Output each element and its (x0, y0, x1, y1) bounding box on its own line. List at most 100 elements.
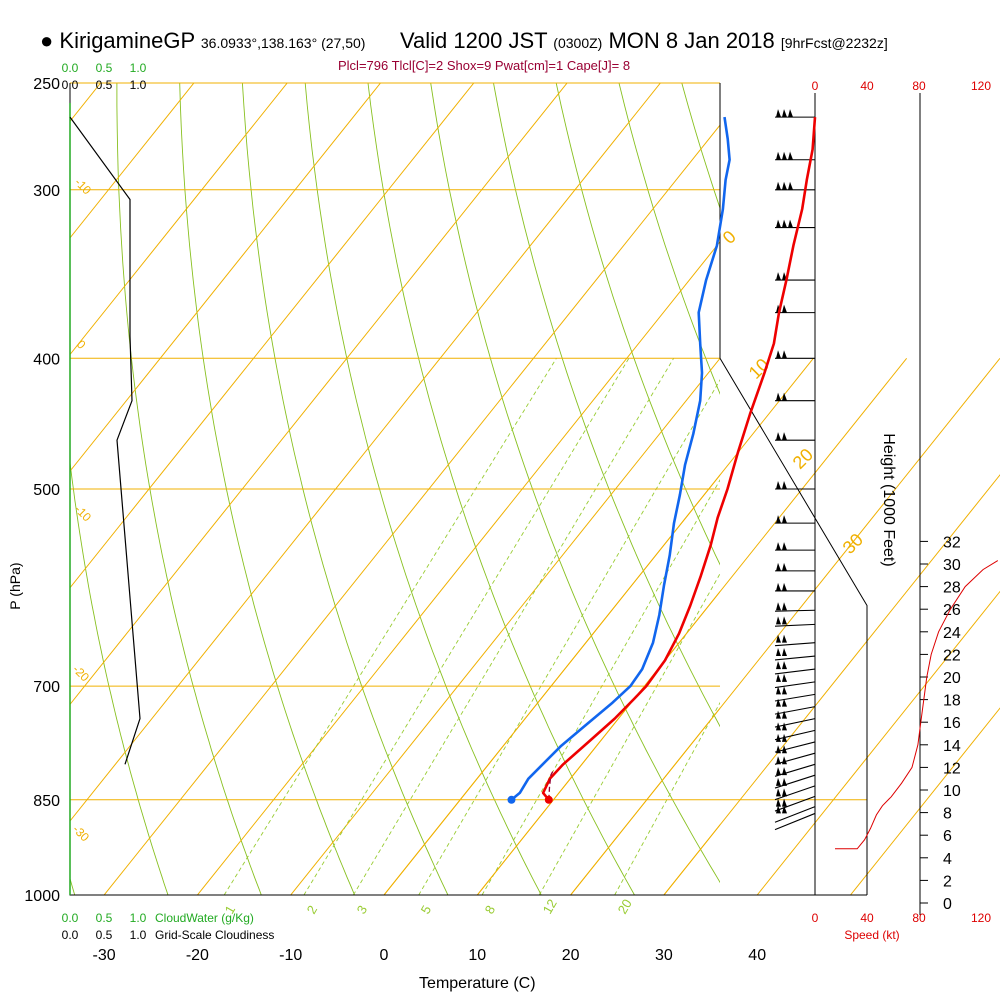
dry-adiabat (807, 83, 1000, 895)
isotherm-label: 0 (719, 227, 740, 248)
wind-barb (775, 109, 815, 118)
mixing-ratio-line (223, 358, 557, 895)
temperature-tick-label: 20 (562, 947, 580, 964)
isotherm-label-left: 0 (74, 337, 89, 352)
cloudwater-scale-top: 0.5 (96, 61, 113, 75)
height-tick-label: 18 (943, 693, 961, 710)
forecast-info: [9hrFcst@2232z] (780, 35, 888, 51)
isotherm (0, 83, 7, 895)
wind-barb (775, 272, 815, 281)
temperature-tick-label: 0 (380, 947, 389, 964)
surface-dewpoint-point (507, 795, 516, 804)
isotherm-extension (570, 357, 1000, 896)
mixing-ratio-label: 8 (482, 903, 499, 917)
x-axis-title: Temperature (C) (419, 975, 535, 992)
mixing-ratio-label: 12 (540, 896, 560, 916)
height-tick-label: 12 (943, 760, 961, 777)
wind-barb (774, 733, 816, 753)
station-name: KirigamineGP (59, 28, 195, 53)
dry-adiabat (367, 83, 635, 895)
height-tick-label: 4 (943, 851, 952, 868)
cloudiness-scale-bottom: 1.0 (130, 928, 147, 942)
cloudiness-scale-bottom: 0.0 (62, 928, 79, 942)
wind-barb (775, 515, 815, 524)
height-tick-label: 30 (943, 557, 961, 574)
wind-barb (775, 219, 815, 229)
sounding-traces (507, 116, 817, 804)
header-title: ● KirigamineGP 36.0933°,138.163° (27,50) (40, 28, 365, 54)
wind-barb (775, 151, 815, 161)
wind-barb (775, 392, 815, 402)
temperature-tick-label: -20 (186, 947, 209, 964)
isotherm-extension (476, 357, 908, 896)
isotherm (70, 83, 288, 356)
dry-adiabat (179, 83, 356, 895)
cloudiness-label: Grid-Scale Cloudiness (155, 928, 274, 942)
wind-barb (774, 661, 816, 675)
pressure-tick-label: 700 (33, 679, 60, 696)
temperature-line (541, 117, 817, 801)
mixing-ratio-line (481, 479, 720, 895)
wind-barb (775, 181, 815, 191)
pressure-tick-label: 850 (33, 793, 60, 810)
isotherm-label: 30 (839, 530, 867, 558)
wind-barb (774, 767, 816, 789)
isotherm-label-left: -30 (70, 822, 92, 844)
height-tick-label: 0 (943, 896, 952, 913)
temperature-tick-label: 40 (748, 947, 766, 964)
wind-barb (775, 582, 815, 592)
wind-barb (774, 798, 816, 823)
wind-barb (774, 673, 816, 689)
wind-barbs (774, 109, 816, 831)
wind-barb (774, 777, 816, 801)
dry-adiabat (116, 83, 262, 895)
height-tick-label: 20 (943, 670, 961, 687)
isotherm (70, 83, 381, 472)
valid-time: Valid 1200 JST (0300Z) MON 8 Jan 2018 [9… (400, 28, 888, 54)
pressure-tick-label: 500 (33, 482, 60, 499)
wind-barb (774, 616, 816, 627)
wind-barb (774, 788, 816, 812)
speed-axis-title: Speed (kt) (844, 928, 899, 942)
cloudiness-scale-bottom: 0.5 (96, 928, 113, 942)
temperature-tick-label: 30 (655, 947, 673, 964)
cloudwater-label: CloudWater (g/Kg) (155, 911, 254, 925)
dry-adiabat (241, 83, 449, 895)
dry-adiabat (430, 83, 720, 884)
height-tick-label: 10 (943, 783, 961, 800)
cloudwater-scale-bottom: 1.0 (130, 911, 147, 925)
height-tick-label: 8 (943, 806, 952, 823)
wind-barb (774, 710, 816, 728)
mixing-ratio-line (352, 358, 675, 895)
stability-indices: Plcl=796 Tlcl[C]=2 Shox=9 Pwat[cm]=1 Cap… (338, 58, 631, 73)
wind-barb (775, 562, 815, 572)
pressure-tick-label: 300 (33, 183, 60, 200)
wind-barb (774, 698, 816, 715)
wind-barb (775, 350, 815, 359)
mixing-ratio-label: 20 (615, 896, 635, 916)
isotherm-extension (383, 357, 814, 896)
dry-adiabat (70, 458, 169, 895)
isotherm (70, 83, 195, 239)
valid-date: MON 8 Jan 2018 (608, 28, 775, 53)
temperature-tick-label: -10 (279, 947, 302, 964)
pressure-tick-label: 1000 (24, 888, 60, 905)
height-tick-label: 28 (943, 580, 961, 597)
wind-barb (775, 481, 815, 490)
height-tick-label: 24 (943, 625, 961, 642)
cloudwater-scale-bottom: 0.5 (96, 911, 113, 925)
wind-barb (775, 542, 815, 551)
height-tick-label: 2 (943, 873, 952, 890)
speed-tick-top: 80 (912, 79, 926, 93)
wind-barb (774, 634, 816, 647)
surface-temperature-point (544, 795, 553, 804)
dry-adiabat (493, 83, 720, 728)
valid-label: Valid 1200 JST (400, 28, 548, 53)
speed-tick-top: 40 (860, 79, 874, 93)
wind-barb (774, 722, 816, 741)
wind-barb (774, 686, 816, 702)
speed-tick-bottom: 80 (912, 911, 926, 925)
wind-barb (774, 602, 816, 612)
temperature-tick-label: -30 (93, 947, 116, 964)
cloudwater-scale-bottom: 0.0 (62, 911, 79, 925)
